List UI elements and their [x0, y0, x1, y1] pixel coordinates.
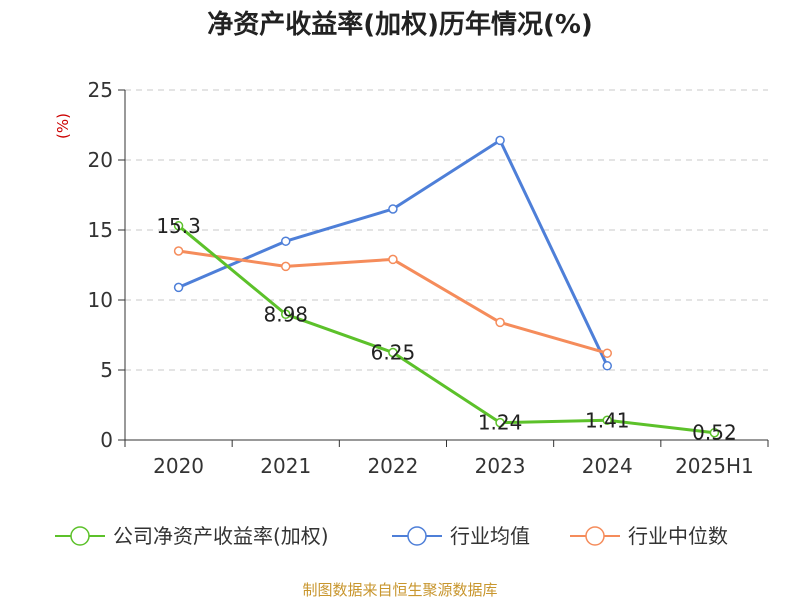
y-tick-label: 0: [100, 428, 113, 452]
legend-label: 公司净资产收益率(加权): [113, 524, 329, 548]
series-line: [178, 249, 608, 355]
legend-label: 行业中位数: [628, 524, 728, 548]
legend-label: 行业均值: [450, 524, 530, 548]
data-point[interactable]: [602, 415, 612, 426]
data-point[interactable]: [495, 417, 505, 428]
x-tick-label: 2024: [582, 454, 633, 478]
y-tick-label: 15: [88, 218, 113, 242]
x-tick-label: 2020: [153, 454, 204, 478]
data-label: 15.3: [156, 214, 201, 238]
data-label: 8.98: [263, 302, 308, 326]
data-point[interactable]: [281, 309, 291, 320]
legend-marker: [407, 526, 427, 546]
legend-marker: [70, 526, 90, 546]
y-tick-label: 25: [88, 78, 113, 102]
legend-item[interactable]: 行业均值: [392, 524, 530, 548]
data-label: 0.52: [692, 421, 737, 445]
data-point[interactable]: [281, 261, 291, 272]
data-point[interactable]: [173, 246, 184, 256]
series-line: [177, 138, 609, 367]
axes: 0 5 10 15 20 25 2020 2021 2022 2023 2024 2025H1: [88, 78, 769, 478]
data-point[interactable]: [602, 348, 612, 358]
data-label: 6.25: [371, 341, 416, 365]
legend-item[interactable]: 公司净资产收益率(加权): [55, 524, 329, 548]
y-axis-unit: (%): [54, 113, 72, 139]
x-tick-label: 2023: [475, 454, 526, 478]
chart-title: 净资产收益率(加权)历年情况(%): [207, 9, 593, 40]
data-point[interactable]: [173, 282, 184, 293]
x-tick-label: 2021: [260, 454, 311, 478]
data-label: 1.41: [585, 408, 630, 432]
legend-item[interactable]: 行业中位数: [570, 524, 728, 548]
legend-marker: [585, 526, 605, 546]
legend[interactable]: 公司净资产收益率(加权) 行业均值 行业中位数: [55, 524, 728, 548]
data-source-note: 制图数据来自恒生聚源数据库: [302, 581, 497, 599]
data-point[interactable]: [388, 204, 398, 214]
data-labels: 15.3 8.98 6.25 1.24 1.41 0.52: [156, 214, 736, 445]
y-tick-label: 5: [100, 358, 113, 382]
data-point[interactable]: [388, 254, 398, 265]
data-point[interactable]: [173, 221, 184, 231]
y-tick-label: 20: [88, 148, 113, 172]
data-point[interactable]: [495, 317, 505, 328]
x-tick-label: 2025H1: [675, 454, 754, 478]
grid-lines: [125, 89, 768, 371]
data-point[interactable]: [709, 427, 720, 438]
series-lines: [173, 135, 720, 438]
data-point[interactable]: [281, 236, 291, 246]
data-label: 1.24: [478, 411, 523, 435]
series-line: [177, 224, 715, 435]
y-tick-label: 10: [88, 288, 113, 312]
data-point[interactable]: [495, 135, 505, 146]
data-point[interactable]: [388, 347, 398, 358]
x-tick-label: 2022: [367, 454, 418, 478]
data-point[interactable]: [602, 361, 612, 371]
